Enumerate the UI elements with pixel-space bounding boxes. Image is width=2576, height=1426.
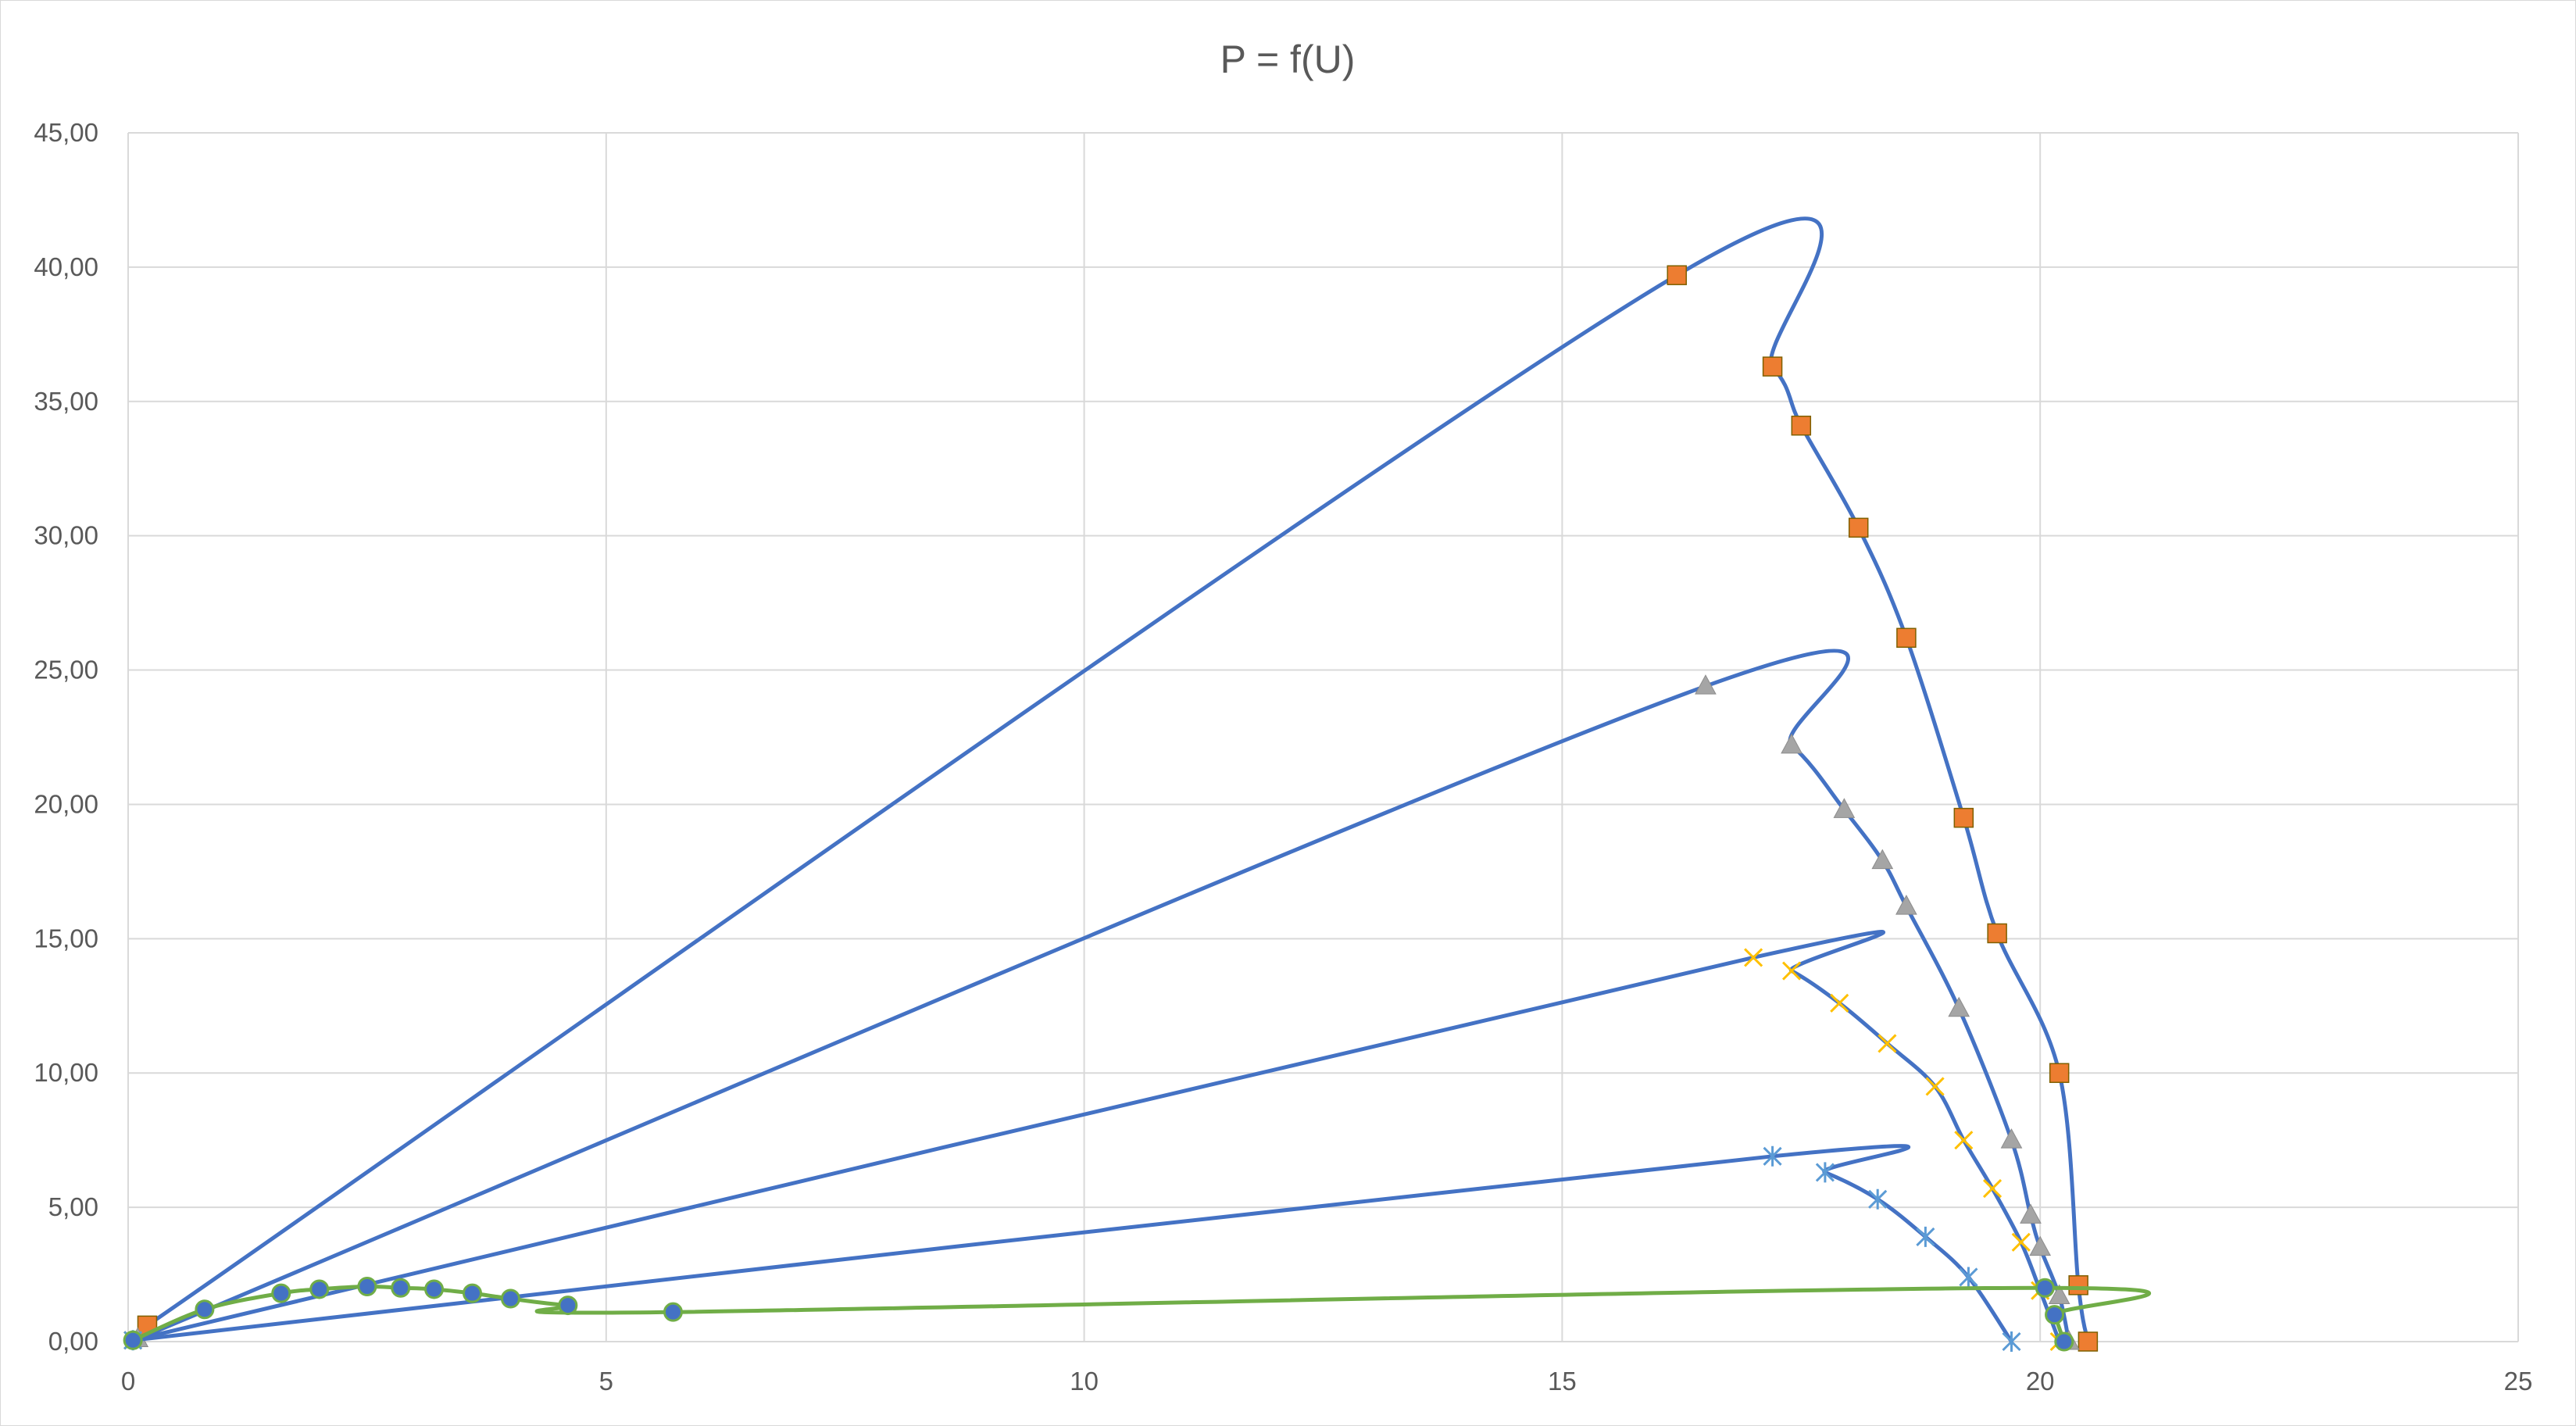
grid-layer (127, 132, 2519, 1342)
series-4-point (1763, 1145, 1782, 1167)
series-3-point (1830, 993, 1849, 1013)
series-5-point (391, 1278, 411, 1298)
series-2-point (2029, 1235, 2052, 1256)
series-5-point (309, 1279, 330, 1299)
series-5-point (357, 1277, 377, 1297)
series-1 (137, 216, 2099, 1352)
series-5-point (424, 1279, 445, 1299)
series-5-point (195, 1299, 215, 1320)
series-1-line (145, 216, 2090, 1344)
series-3-point (1878, 1034, 1897, 1053)
series-4-point (1959, 1267, 1978, 1288)
x-tick-label: 0 (121, 1367, 135, 1396)
series-4-line (130, 1144, 2013, 1344)
series-4-point (1815, 1162, 1835, 1183)
series-2-line (135, 649, 2071, 1344)
y-tick-label: 45,00 (34, 118, 98, 147)
series-2-point (2020, 1203, 2042, 1224)
series-1-point (2049, 1063, 2070, 1083)
series-5-point (2054, 1331, 2074, 1352)
axis-label-layer: 0,00 5,00 10,00 15,00 20,00 25,00 30,00 35,00 40… (34, 118, 2532, 1396)
series-3-point (1925, 1077, 1945, 1096)
series-5-point (2045, 1305, 2065, 1325)
series-layer (123, 216, 2151, 1352)
series-1-point (1667, 265, 1687, 285)
y-tick-label: 35,00 (34, 387, 98, 416)
series-2-point (1948, 996, 1970, 1017)
series-5 (123, 1277, 2151, 1352)
series-5-point (2035, 1278, 2055, 1298)
series-3-point (1781, 961, 1802, 981)
series-4-point (2002, 1331, 2021, 1352)
series-2 (127, 649, 2080, 1350)
series-2-point (1695, 674, 1717, 695)
series-1-point (1987, 923, 2007, 944)
series-4-point (1916, 1226, 1935, 1247)
y-tick-label: 20,00 (34, 789, 98, 818)
series-1-point (2068, 1275, 2088, 1296)
y-tick-label: 0,00 (48, 1327, 98, 1356)
series-2-point (1871, 849, 1894, 870)
x-tick-label: 15 (1548, 1367, 1577, 1396)
y-tick-label: 5,00 (48, 1192, 98, 1221)
series-3-point (1982, 1178, 2003, 1199)
x-tick-label: 20 (2026, 1367, 2055, 1396)
series-1-point (1762, 356, 1783, 377)
y-tick-label: 25,00 (34, 656, 98, 684)
x-tick-label: 10 (1070, 1367, 1099, 1396)
series-3 (123, 930, 2069, 1352)
y-tick-label: 10,00 (34, 1058, 98, 1087)
series-3-point (1954, 1131, 1974, 1150)
series-2-point (2048, 1284, 2070, 1305)
series-3-point (2011, 1232, 2031, 1252)
series-5-point (462, 1283, 482, 1303)
series-4-point (1868, 1188, 1888, 1210)
y-tick-label: 40,00 (34, 252, 98, 281)
series-2-point (1895, 895, 1917, 915)
series-2-point (1833, 798, 1856, 818)
y-tick-label: 15,00 (34, 924, 98, 952)
series-4 (123, 1144, 2021, 1352)
series-1-point (1848, 517, 1869, 538)
series-5-point (500, 1288, 520, 1309)
series-5-point (271, 1283, 291, 1303)
x-tick-label: 25 (2504, 1367, 2533, 1396)
series-1-point (1791, 415, 1812, 436)
series-1-point (1953, 807, 1974, 828)
series-3-line (130, 930, 2062, 1344)
series-3-point (1744, 948, 1763, 967)
series-1-point (1896, 627, 1917, 649)
series-1-point (2078, 1331, 2099, 1352)
series-5-point (123, 1330, 143, 1350)
series-5-point (558, 1296, 578, 1316)
series-2-point (1781, 733, 1802, 754)
series-2-point (2000, 1128, 2023, 1149)
x-tick-label: 5 (599, 1367, 613, 1396)
series-5-point (663, 1302, 683, 1322)
y-tick-label: 30,00 (34, 521, 98, 550)
chart-title: P = f(U) (1220, 38, 1356, 81)
